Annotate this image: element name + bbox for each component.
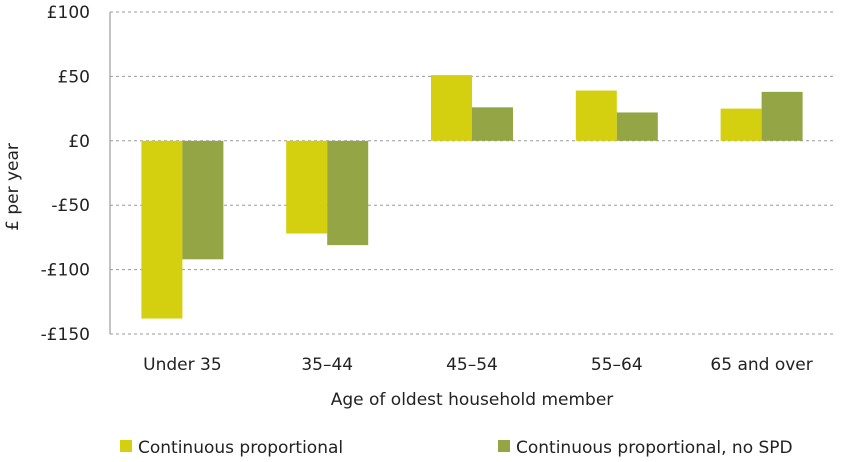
legend-swatch [498,440,510,452]
legend-label: Continuous proportional [138,438,343,458]
x-tick-label: 55–64 [591,355,643,375]
bar-continuous-proportional-no-spd [472,107,513,141]
x-tick-label: 35–44 [301,355,353,375]
y-tick-label: -£150 [41,325,90,345]
bar-continuous-proportional [141,140,183,319]
bar-continuous-proportional-no-spd [761,91,803,141]
bar-continuous-proportional [286,140,328,234]
legend: Continuous proportional Continuous propor… [120,438,793,458]
bars [141,75,803,319]
x-axis-title: Age of oldest household member [331,390,614,410]
y-tick-label: £100 [47,3,90,23]
y-axis-title: £ per year [3,143,23,231]
y-axis-ticks: £100 £50 £0 -£50 -£100 -£150 [41,3,90,345]
y-tick-label: -£100 [41,261,90,281]
bar-continuous-proportional [720,108,762,141]
y-tick-label: £50 [58,67,90,87]
bar-continuous-proportional [575,90,617,141]
x-tick-label: Under 35 [143,355,222,375]
bar-continuous-proportional-no-spd [182,140,224,260]
y-tick-label: -£50 [51,196,90,216]
bar-continuous-proportional-no-spd [616,112,658,141]
x-tick-label: 45–54 [446,355,498,375]
x-axis-ticks: Under 35 35–44 45–54 55–64 65 and over [143,355,813,375]
legend-label: Continuous proportional, no SPD [516,438,793,458]
legend-swatch [120,440,132,452]
x-tick-label: 65 and over [710,355,812,375]
y-tick-label: £0 [68,132,90,152]
bar-continuous-proportional-no-spd [327,140,369,246]
bar-continuous-proportional [431,75,472,141]
